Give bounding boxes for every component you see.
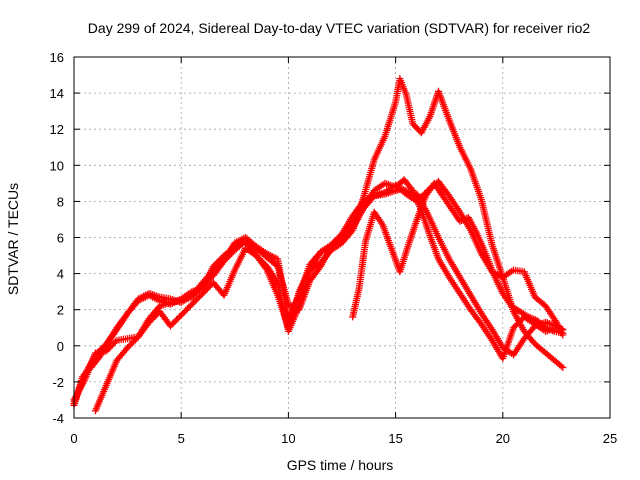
data-point [96,346,104,354]
data-point [145,318,153,326]
data-point [193,296,201,304]
data-points [70,75,567,415]
data-point [346,228,354,236]
data-point [98,345,106,353]
data-point [205,283,213,291]
y-tick-label: 0 [57,339,64,354]
x-tick-label: 0 [70,431,77,446]
data-point [203,285,211,293]
data-point [510,324,518,332]
data-point [148,315,156,323]
x-tick-label: 20 [496,431,510,446]
data-point [130,337,138,345]
x-tick-label: 25 [603,431,617,446]
data-point [124,344,132,352]
data-point [338,235,346,243]
data-point [557,362,565,370]
data-point [511,322,519,330]
data-point [107,343,115,351]
data-point [408,185,416,193]
data-point [191,297,199,305]
data-point [186,302,194,310]
x-axis-label: GPS time / hours [287,457,394,473]
data-point [185,303,193,311]
data-point [110,339,118,347]
data-point [131,336,139,344]
data-point [188,300,196,308]
data-point [200,288,208,296]
y-tick-label: 2 [57,303,64,318]
data-point [104,346,112,354]
y-tick-label: 12 [50,122,64,137]
data-point [174,314,182,322]
series-trace-5 [349,179,567,337]
data-point [180,308,188,316]
data-point [95,348,103,356]
data-point [166,322,174,330]
data-point [189,299,197,307]
x-tick-label: 10 [281,431,295,446]
data-point [215,256,223,264]
y-tick-label: 6 [57,231,64,246]
data-point [217,255,225,263]
data-point [147,317,155,325]
data-point [211,261,219,269]
series-trace-4 [70,178,567,408]
data-point [105,344,113,352]
data-point [150,314,158,322]
x-tick-label: 5 [178,431,185,446]
data-point [168,320,176,328]
data-point [93,349,101,357]
data-point [177,311,185,319]
data-point [559,363,567,371]
data-point [102,347,110,355]
data-point [209,262,217,270]
data-point [343,231,351,239]
data-point [194,294,202,302]
data-point [171,317,179,325]
data-point [127,341,135,349]
data-point [212,259,220,267]
data-point [99,343,107,351]
data-point [340,234,348,242]
data-point [182,306,190,314]
data-point [344,229,352,237]
y-tick-label: 8 [57,194,64,209]
data-point [214,258,222,266]
data-point [151,312,159,320]
data-point [341,232,349,240]
y-tick-label: 14 [50,86,64,101]
data-point [111,338,119,346]
y-tick-label: 10 [50,158,64,173]
data-point [262,264,270,272]
data-point [91,351,99,359]
data-point [128,339,136,347]
series-trace-2 [70,176,567,404]
data-point [108,341,116,349]
chart-title: Day 299 of 2024, Sidereal Day-to-day VTE… [88,20,591,36]
y-tick-label: -2 [52,375,64,390]
data-point [196,293,204,301]
data-point [176,313,184,321]
data-point [197,291,205,299]
data-point [125,342,133,350]
data-point [173,316,181,324]
data-point [413,197,421,205]
x-tick-label: 15 [388,431,402,446]
y-tick-label: -4 [52,411,64,426]
data-point [559,329,567,337]
y-axis-label: SDTVAR / TECUs [5,183,21,295]
data-point [170,319,178,327]
data-point [183,305,191,313]
data-point [179,310,187,318]
y-tick-label: 16 [50,50,64,65]
y-tick-label: 4 [57,267,64,282]
axis-ticks: 0 5 10 15 20 25 -4 -2 0 2 4 6 8 10 12 14 16 [50,50,618,446]
